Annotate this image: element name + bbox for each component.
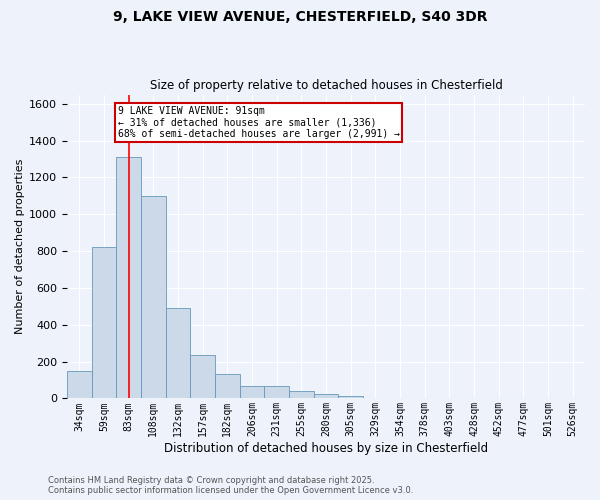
- X-axis label: Distribution of detached houses by size in Chesterfield: Distribution of detached houses by size …: [164, 442, 488, 455]
- Bar: [92, 248, 116, 398]
- Bar: [67, 371, 92, 398]
- Text: 9 LAKE VIEW AVENUE: 91sqm
← 31% of detached houses are smaller (1,336)
68% of se: 9 LAKE VIEW AVENUE: 91sqm ← 31% of detac…: [118, 106, 400, 139]
- Bar: [239, 386, 265, 398]
- Text: Contains HM Land Registry data © Crown copyright and database right 2025.
Contai: Contains HM Land Registry data © Crown c…: [48, 476, 413, 495]
- Y-axis label: Number of detached properties: Number of detached properties: [15, 159, 25, 334]
- Bar: [166, 308, 190, 398]
- Bar: [314, 394, 338, 398]
- Text: 9, LAKE VIEW AVENUE, CHESTERFIELD, S40 3DR: 9, LAKE VIEW AVENUE, CHESTERFIELD, S40 3…: [113, 10, 487, 24]
- Bar: [190, 355, 215, 399]
- Bar: [116, 157, 141, 398]
- Title: Size of property relative to detached houses in Chesterfield: Size of property relative to detached ho…: [149, 79, 502, 92]
- Bar: [141, 196, 166, 398]
- Bar: [289, 392, 314, 398]
- Bar: [265, 386, 289, 398]
- Bar: [338, 396, 363, 398]
- Bar: [215, 374, 239, 398]
